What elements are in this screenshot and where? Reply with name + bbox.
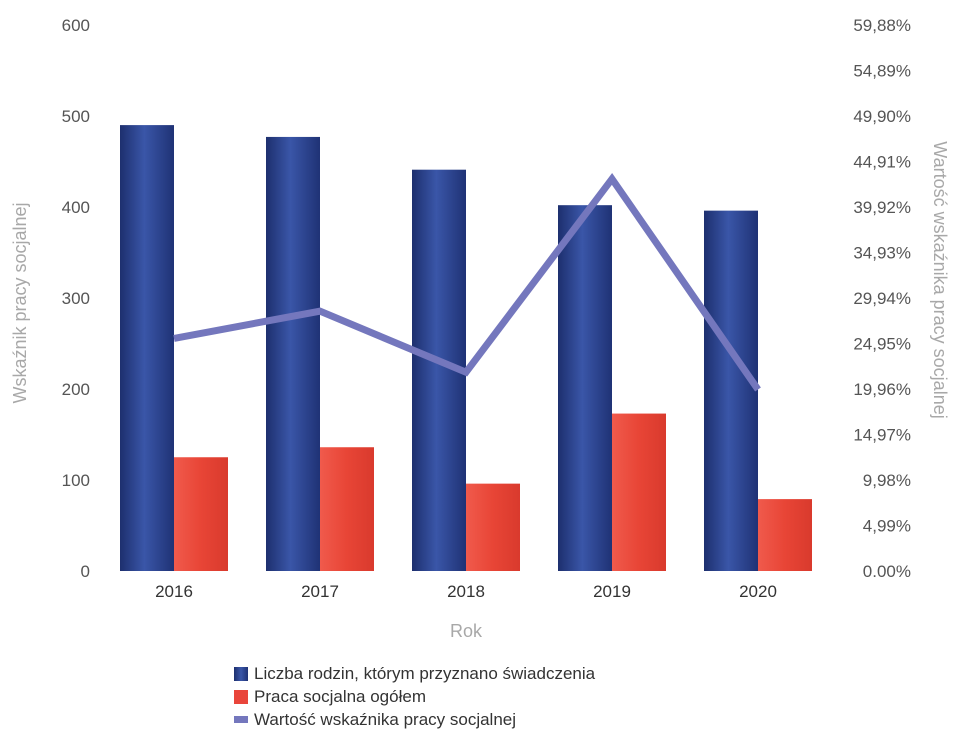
x-axis-label: Rok [450, 621, 483, 641]
y-right-tick-label: 14,97% [853, 426, 911, 445]
y-axis-right-ticks: 0.00% 4,99% 9,98% 14,97% 19,96% 24,95% 29,94% 3… [853, 16, 911, 581]
y-right-tick-label: 24,95% [853, 335, 911, 354]
bar [320, 447, 374, 571]
bar [120, 125, 174, 571]
series-line [173, 172, 761, 392]
bars [120, 125, 812, 571]
y-axis-ticks: 0 100 200 300 400 500 600 [62, 16, 90, 581]
legend: Liczba rodzin, którym przyznano świadcze… [234, 662, 595, 731]
bar [174, 457, 228, 571]
bar [704, 210, 758, 571]
y-right-tick-label: 34,93% [853, 244, 911, 263]
line-series [173, 172, 761, 392]
x-tick-label: 2018 [447, 582, 485, 601]
y-tick-label: 100 [62, 471, 90, 490]
legend-item: Liczba rodzin, którym przyznano świadcze… [234, 662, 595, 685]
legend-swatch [234, 689, 248, 704]
y-axis-right-label: Wartość wskaźnika pracy socjalnej [930, 141, 950, 418]
x-tick-label: 2019 [593, 582, 631, 601]
x-axis-ticks: 2016 2017 2018 2019 2020 [155, 582, 777, 601]
x-tick-label: 2020 [739, 582, 777, 601]
x-tick-label: 2017 [301, 582, 339, 601]
y-right-tick-label: 29,94% [853, 289, 911, 308]
bar [466, 483, 520, 571]
y-right-tick-label: 0.00% [863, 562, 911, 581]
y-right-tick-label: 39,92% [853, 198, 911, 217]
y-tick-label: 0 [81, 562, 90, 581]
y-tick-label: 600 [62, 16, 90, 35]
bar [266, 136, 320, 571]
bar [558, 205, 612, 571]
legend-label: Wartość wskaźnika pracy socjalnej [254, 710, 517, 729]
legend-item: Praca socjalna ogółem [234, 685, 595, 708]
y-right-tick-label: 59,88% [853, 16, 911, 35]
y-right-tick-label: 4,99% [863, 517, 911, 536]
bar [612, 413, 666, 571]
y-axis-label: Wskaźnik pracy socjalnej [10, 202, 30, 403]
y-tick-label: 300 [62, 289, 90, 308]
legend-item: Wartość wskaźnika pracy socjalnej [234, 708, 595, 731]
y-tick-label: 200 [62, 380, 90, 399]
bar [758, 499, 812, 571]
y-right-tick-label: 49,90% [853, 107, 911, 126]
legend-swatch [234, 666, 248, 681]
y-tick-label: 400 [62, 198, 90, 217]
y-right-tick-label: 9,98% [863, 471, 911, 490]
y-right-tick-label: 44,91% [853, 153, 911, 172]
y-tick-label: 500 [62, 107, 90, 126]
y-right-tick-label: 54,89% [853, 62, 911, 81]
y-right-tick-label: 19,96% [853, 380, 911, 399]
x-tick-label: 2016 [155, 582, 193, 601]
legend-label: Praca socjalna ogółem [254, 687, 426, 706]
legend-swatch [234, 716, 248, 723]
legend-label: Liczba rodzin, którym przyznano świadcze… [254, 664, 596, 683]
